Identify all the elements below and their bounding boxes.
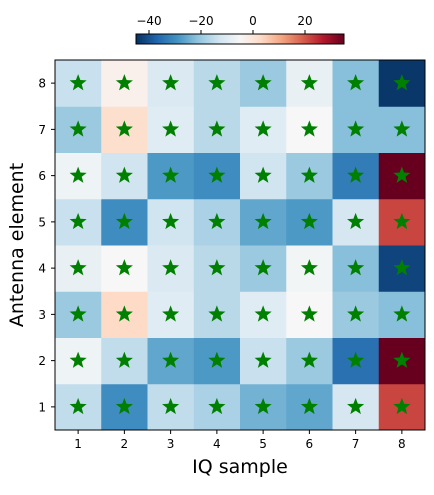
star-marker (254, 212, 272, 230)
star-marker (162, 351, 180, 368)
star-marker (162, 120, 180, 137)
star-marker (208, 305, 226, 322)
x-axis-ticks: 1 2 3 4 5 6 7 8 (74, 430, 406, 451)
colorbar-tick-label: 20 (297, 14, 312, 28)
star-marker (115, 397, 133, 415)
star-marker (115, 305, 133, 322)
star-marker (393, 259, 411, 276)
star-marker (69, 120, 87, 137)
star-marker (300, 166, 318, 183)
y-tick-label: 8 (38, 77, 46, 91)
plot-frame (54, 59, 426, 431)
star-marker (208, 351, 226, 368)
star-marker (347, 166, 365, 183)
star-marker (347, 212, 365, 230)
star-marker (162, 166, 180, 183)
heatmap-cells (55, 60, 426, 431)
x-tick-label: 2 (121, 437, 129, 451)
star-marker (300, 351, 318, 368)
star-marker (208, 212, 226, 230)
star-marker (347, 305, 365, 322)
colorbar: −40 −20 0 20 (135, 14, 345, 45)
star-marker (115, 212, 133, 230)
y-tick-label: 2 (38, 354, 46, 368)
star-marker (162, 259, 180, 276)
colorbar-tick-label: 0 (249, 14, 257, 28)
x-tick-label: 1 (74, 437, 82, 451)
star-marker (347, 259, 365, 276)
x-tick-label: 7 (352, 437, 360, 451)
star-marker (300, 74, 318, 91)
star-marker (300, 397, 318, 415)
x-axis-label: IQ sample (192, 456, 288, 478)
star-marker (393, 120, 411, 137)
y-tick-label: 3 (38, 308, 46, 322)
star-marker (162, 74, 180, 91)
star-marker (393, 305, 411, 322)
star-marker (393, 74, 411, 91)
star-marker (254, 259, 272, 276)
star-marker (115, 120, 133, 137)
star-marker (254, 74, 272, 91)
star-marker (254, 120, 272, 137)
star-marker (162, 212, 180, 230)
y-tick-label: 7 (38, 123, 46, 137)
x-tick-label: 8 (398, 437, 406, 451)
star-marker (254, 166, 272, 183)
star-marker (115, 166, 133, 183)
y-axis-label: Antenna element (6, 163, 28, 327)
star-marker (347, 120, 365, 137)
star-marker (208, 259, 226, 276)
star-marker (300, 212, 318, 230)
y-axis-ticks: 1 2 3 4 5 6 7 8 (38, 77, 55, 414)
star-marker (208, 166, 226, 183)
star-marker (300, 120, 318, 137)
star-marker (300, 305, 318, 322)
y-tick-label: 5 (38, 215, 46, 229)
y-tick-label: 1 (38, 400, 46, 414)
star-marker (393, 212, 411, 230)
x-tick-label: 6 (306, 437, 314, 451)
y-tick-label: 6 (38, 169, 46, 183)
colorbar-tick-label: −40 (136, 14, 161, 28)
star-marker (347, 74, 365, 91)
star-marker (393, 397, 411, 415)
colorbar-tick-label: −20 (188, 14, 213, 28)
star-marker (162, 305, 180, 322)
star-marker (69, 305, 87, 322)
star-marker (254, 351, 272, 368)
star-marker (347, 397, 365, 415)
x-tick-label: 4 (213, 437, 221, 451)
star-marker (115, 259, 133, 276)
star-marker (69, 259, 87, 276)
star-marker (208, 120, 226, 137)
star-marker (162, 397, 180, 415)
star-marker (393, 351, 411, 368)
star-marker (254, 305, 272, 322)
star-marker (347, 351, 365, 368)
star-marker (254, 397, 272, 415)
x-tick-label: 3 (167, 437, 175, 451)
star-marker (208, 397, 226, 415)
star-marker (300, 259, 318, 276)
star-markers (69, 74, 411, 415)
star-marker (69, 351, 87, 368)
star-marker (69, 397, 87, 415)
star-marker (115, 351, 133, 368)
star-marker (69, 74, 87, 91)
star-marker (393, 166, 411, 183)
star-marker (115, 74, 133, 91)
star-marker (208, 74, 226, 91)
colorbar-gradient (135, 33, 345, 45)
star-marker (69, 212, 87, 230)
y-tick-label: 4 (38, 262, 46, 276)
star-marker (69, 166, 87, 183)
x-tick-label: 5 (259, 437, 267, 451)
